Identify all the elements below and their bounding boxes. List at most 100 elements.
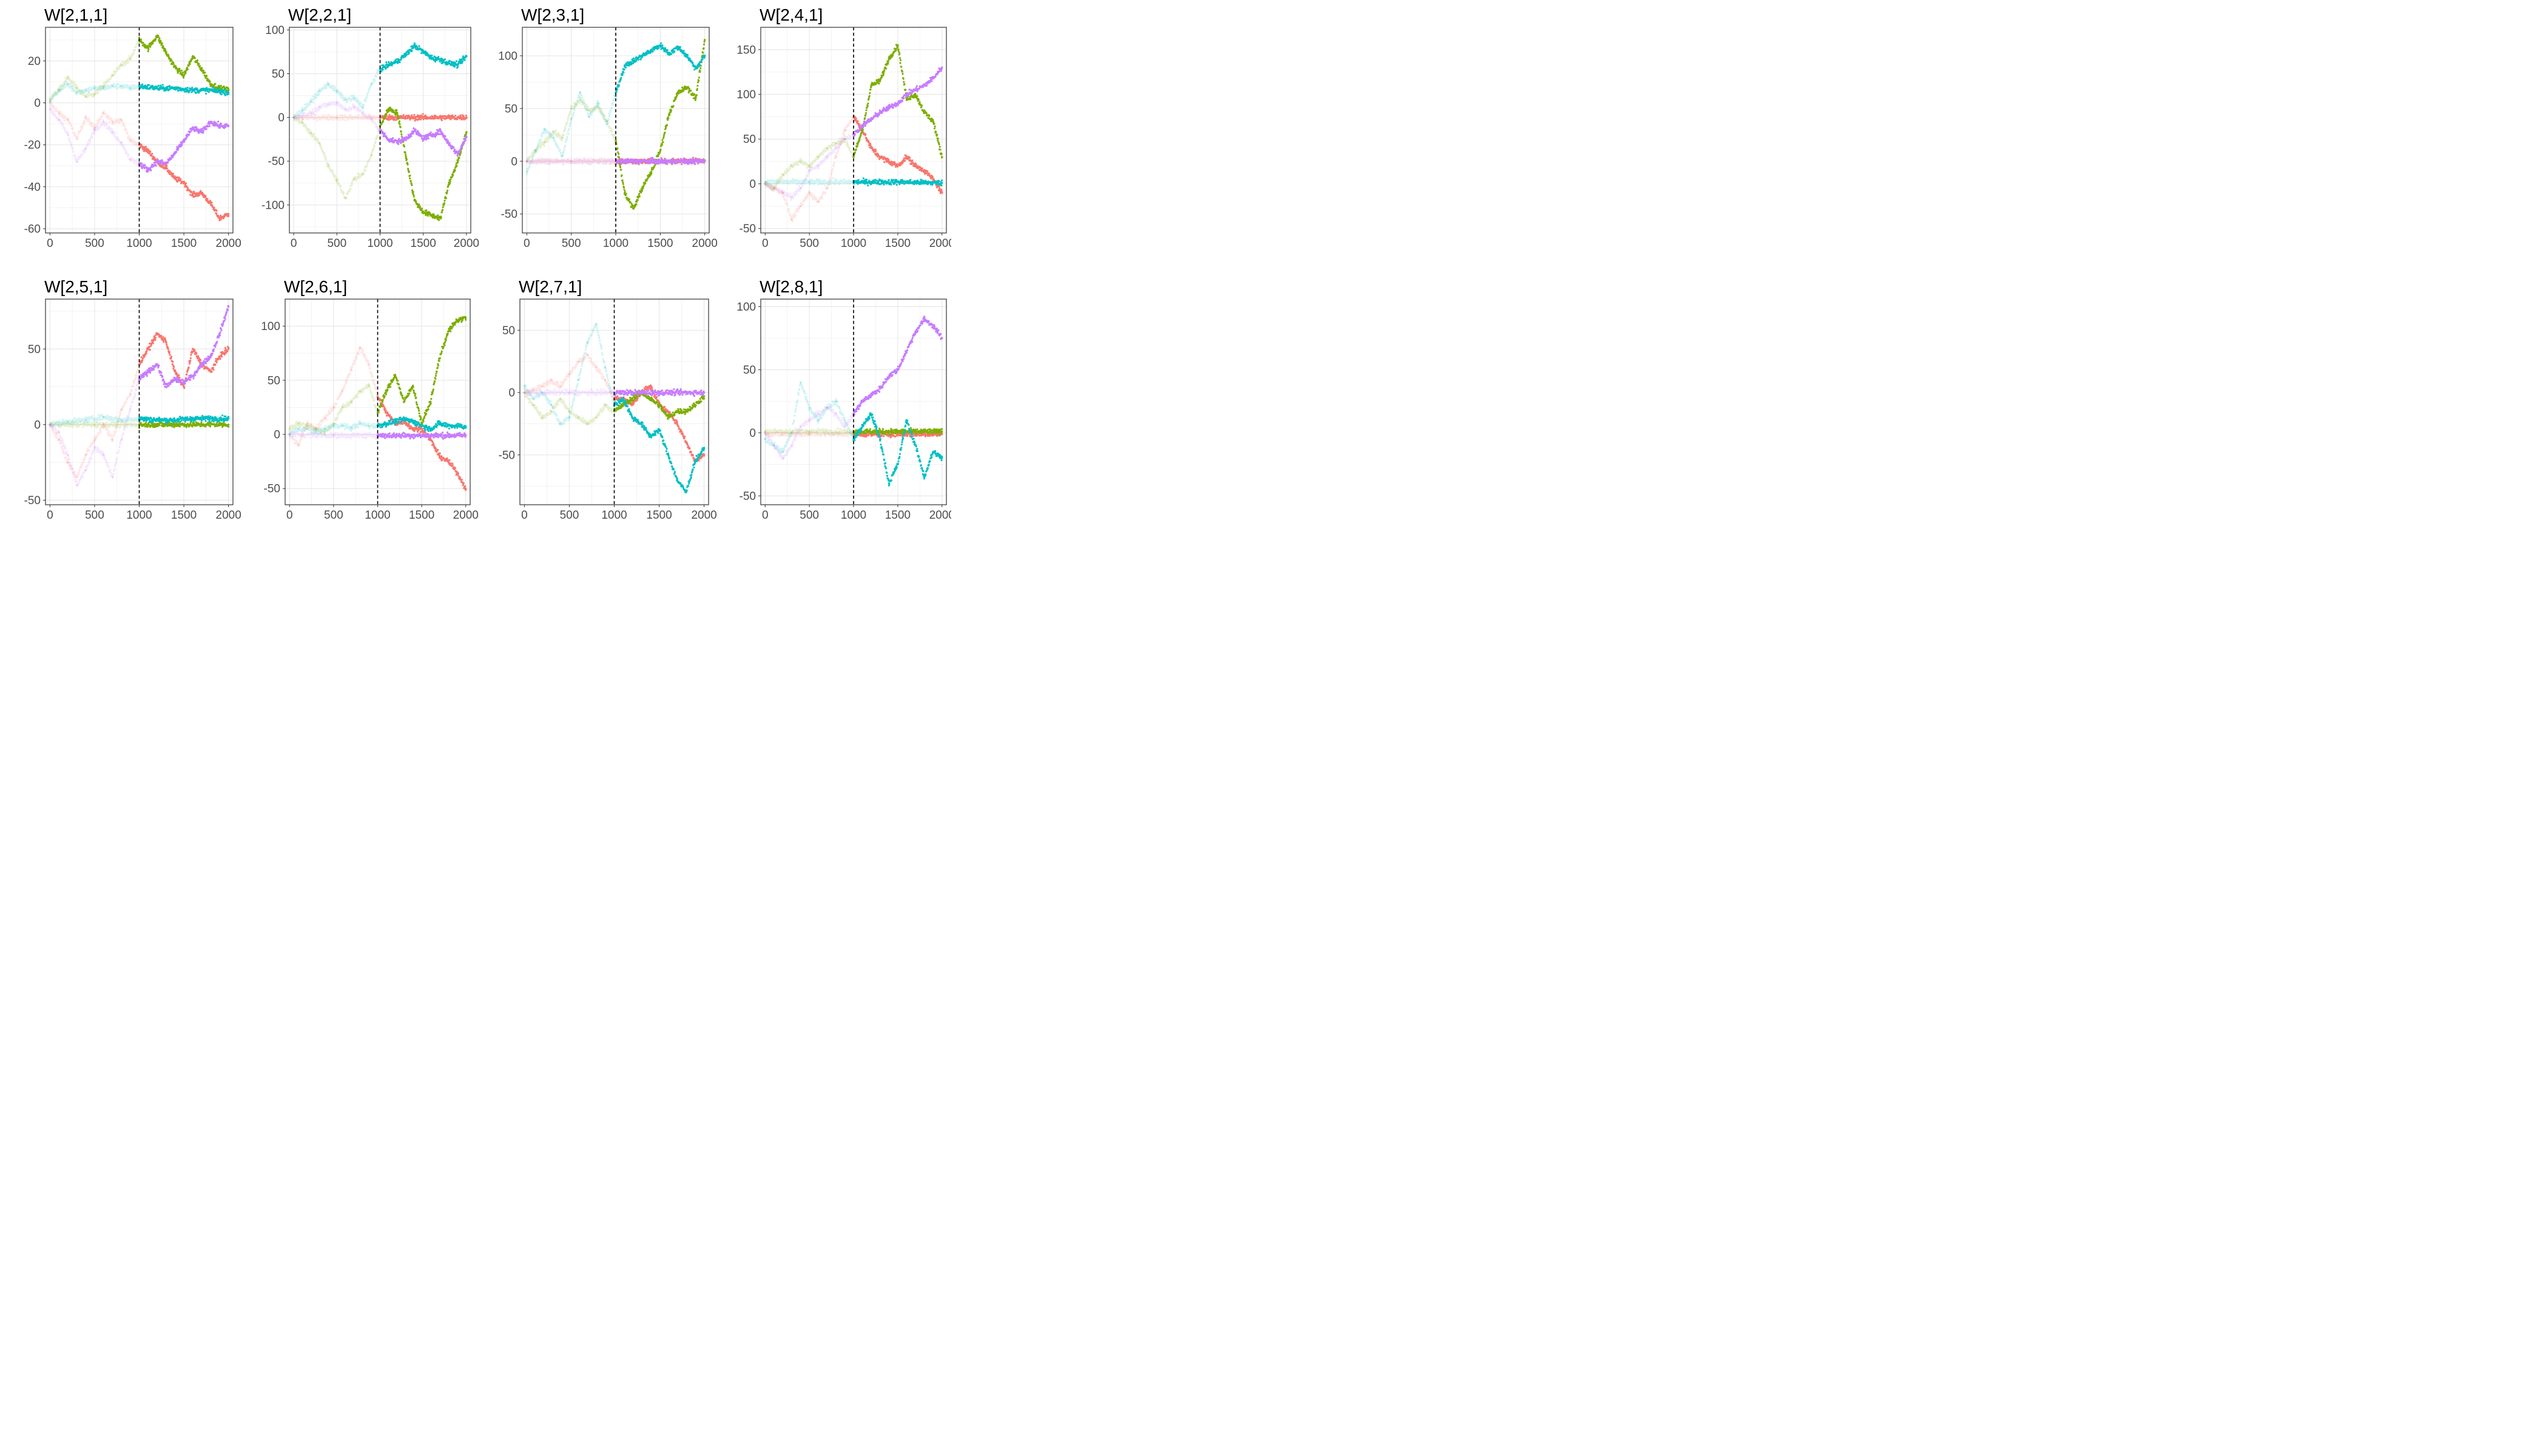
- y-tick-label: -50: [24, 494, 41, 507]
- series-1-point: [595, 366, 598, 369]
- series-3-point: [534, 149, 537, 152]
- y-tick-label: 100: [261, 320, 280, 333]
- series-3-point: [362, 106, 364, 108]
- series-2: [523, 388, 706, 426]
- series-4-point: [102, 454, 105, 456]
- series-3-point: [552, 136, 554, 140]
- x-tick-label: 500: [800, 509, 819, 522]
- series-3: [764, 381, 943, 487]
- y-tick-label: 0: [34, 97, 41, 110]
- series-4-point: [84, 147, 87, 150]
- series-2: [764, 427, 943, 436]
- series-4-burn-in-points: [49, 380, 140, 487]
- series-1-point: [586, 354, 588, 357]
- chart-title: W[2,7,1]: [519, 277, 582, 296]
- series-3-point: [75, 91, 78, 93]
- series-2-point: [781, 174, 784, 176]
- series-3-point: [120, 419, 123, 422]
- series-3-point: [335, 90, 338, 92]
- series-1-point: [359, 346, 362, 349]
- series-1-point: [49, 423, 52, 426]
- series-3-point: [315, 431, 317, 434]
- series-2-point: [523, 391, 526, 394]
- series-3-burn-in-points: [292, 69, 381, 119]
- series-4-point: [327, 103, 329, 106]
- series-4-point: [75, 484, 78, 487]
- series-3-point: [306, 428, 308, 430]
- series-4-point: [570, 160, 573, 163]
- series-2-point: [597, 105, 599, 108]
- series-3-point: [799, 381, 802, 383]
- series-3-point: [93, 87, 96, 89]
- series-2-point: [799, 160, 802, 163]
- series-1-point: [350, 368, 352, 371]
- y-tick-label: -50: [264, 483, 280, 496]
- chart-panel-8: 0 500 1000 1500 2000 -50 0 50 100 W[2,8,1]: [736, 277, 951, 522]
- series-1-burn-in-points: [764, 116, 855, 223]
- chart-title: W[2,5,1]: [44, 277, 107, 296]
- series-2-point: [370, 153, 372, 157]
- series-3-point: [84, 419, 87, 422]
- y-tick-label: 50: [28, 343, 41, 356]
- y-tick-label: 150: [736, 44, 756, 56]
- series-1-burn-in-points: [49, 363, 140, 478]
- series-4-point: [773, 444, 775, 447]
- series-2-point: [67, 76, 69, 79]
- series-3-point: [597, 102, 599, 104]
- x-tick-label: 0: [521, 509, 528, 522]
- series-2-point: [586, 422, 588, 425]
- series-1-point: [58, 112, 60, 115]
- y-tick-label: 0: [34, 419, 41, 431]
- series-3-point: [773, 444, 775, 447]
- series-1-point: [843, 129, 846, 132]
- series-2-burn-in-points: [523, 388, 615, 426]
- series-3-point: [323, 428, 326, 430]
- series-3-point: [764, 181, 767, 183]
- series-3-point: [129, 87, 132, 89]
- series-2-point: [588, 109, 590, 112]
- series-1-point: [297, 444, 300, 447]
- series-2-point: [541, 416, 544, 419]
- series-4-point: [309, 112, 312, 115]
- series-2-point: [288, 428, 291, 430]
- data-points: [292, 42, 468, 221]
- series-2-point: [826, 147, 829, 149]
- series-3-burn-in-points: [49, 81, 140, 103]
- series-3-burn-in-points: [49, 414, 140, 427]
- series-4-point: [67, 454, 69, 456]
- series-1-burn-in-points: [292, 113, 381, 122]
- y-tick-label: 50: [743, 133, 756, 146]
- series-2-point: [306, 425, 308, 427]
- series-2-point: [309, 132, 312, 135]
- series-4-burn-in-points: [764, 131, 855, 201]
- x-tick-label: 1000: [601, 509, 627, 522]
- series-2-point: [297, 422, 300, 425]
- series-1-point: [75, 476, 78, 479]
- y-tick-label: 50: [502, 325, 515, 337]
- series-3-point: [579, 92, 581, 94]
- x-tick-label: 2000: [453, 509, 479, 522]
- y-tick-label: 100: [265, 24, 285, 37]
- series-2-point: [93, 423, 96, 426]
- series-4-sample-points: [138, 305, 230, 389]
- series-4-point: [129, 408, 132, 411]
- series-1-point: [129, 393, 132, 396]
- y-tick-label: -100: [261, 199, 285, 212]
- series-4-point: [790, 196, 793, 198]
- series-4-burn-in-points: [523, 388, 615, 398]
- series-4-point: [370, 118, 372, 121]
- x-tick-label: 0: [762, 237, 769, 250]
- series-3-point: [359, 422, 362, 425]
- data-points: [764, 315, 943, 487]
- series-1-burn-in-points: [288, 346, 379, 447]
- series-1-point: [102, 112, 105, 115]
- series-3-point: [525, 170, 528, 173]
- series-3-point: [817, 419, 820, 422]
- series-2-point: [595, 416, 598, 419]
- series-2-point: [111, 74, 114, 77]
- series-1-point: [67, 118, 69, 121]
- chart-panel-3: 0 500 1000 1500 2000 -50 0 50 100 W[2,3,1]: [498, 5, 718, 250]
- series-1-point: [541, 385, 544, 388]
- x-tick-label: 1000: [365, 509, 390, 522]
- series-3-point: [344, 99, 347, 101]
